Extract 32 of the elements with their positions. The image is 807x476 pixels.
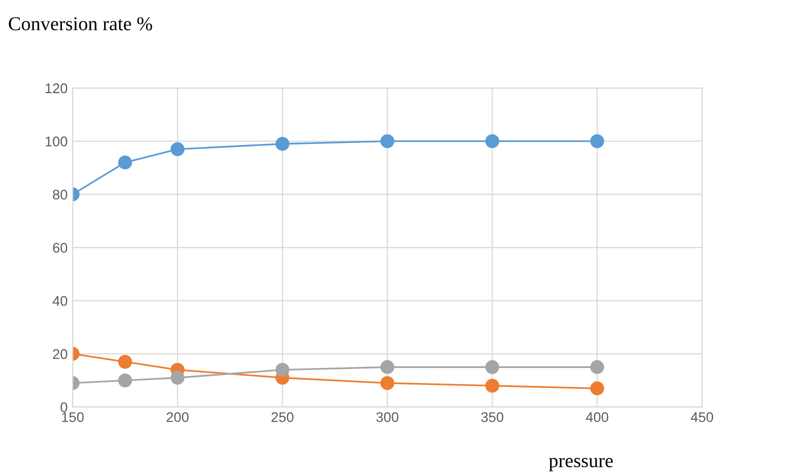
point xyxy=(276,136,290,151)
point xyxy=(590,134,604,148)
point xyxy=(118,156,132,170)
point xyxy=(380,360,394,374)
chart-title: Conversion rate % xyxy=(8,17,152,30)
point xyxy=(380,376,394,390)
point xyxy=(380,134,394,148)
x-tick-label: 250 xyxy=(272,412,294,422)
point xyxy=(170,142,184,156)
y-tick-label: 60 xyxy=(53,242,68,253)
x-tick-label: 200 xyxy=(166,412,189,422)
y-tick-label: 0 xyxy=(60,402,68,412)
y-tick-label: 80 xyxy=(52,190,68,200)
point xyxy=(118,354,132,369)
y-tick-label: 20 xyxy=(53,349,68,359)
point xyxy=(118,373,132,388)
point xyxy=(485,360,500,374)
y-tick-label: 40 xyxy=(52,296,68,306)
y-tick-label: 120 xyxy=(46,83,68,94)
point xyxy=(590,381,604,396)
x-tick-label: 300 xyxy=(376,412,398,422)
point xyxy=(485,378,500,393)
x-tick-label: 400 xyxy=(586,412,608,422)
x-axis-title: pressure xyxy=(548,458,613,472)
point xyxy=(590,360,604,374)
point xyxy=(485,134,500,148)
x-tick-label: 350 xyxy=(481,412,504,422)
x-tick-label: 450 xyxy=(690,412,714,422)
point xyxy=(170,370,184,385)
point xyxy=(276,362,290,377)
x-tick-label: 150 xyxy=(62,412,84,422)
y-tick-label: 100 xyxy=(46,136,68,146)
